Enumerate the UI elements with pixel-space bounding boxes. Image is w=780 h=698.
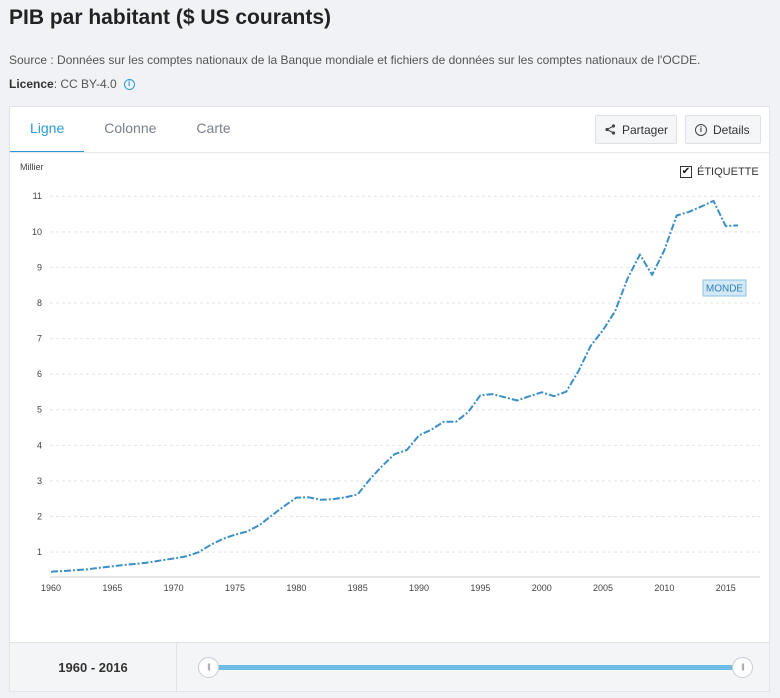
time-range-footer: 1960 - 2016 ||| |||: [10, 642, 769, 692]
y-tick-label: 11: [33, 191, 42, 201]
series-label-box: [702, 279, 747, 297]
chart-type-tabs: Ligne Colonne Carte: [10, 107, 251, 153]
label-toggle[interactable]: ✔ ÉTIQUETTE: [680, 166, 759, 178]
share-icon: [605, 124, 616, 135]
y-tick-label: 5: [37, 405, 42, 415]
details-label: Details: [713, 122, 750, 137]
x-tick-label: 1965: [102, 583, 122, 593]
license-label: Licence: [9, 77, 54, 91]
x-tick-label: 1970: [164, 583, 184, 593]
y-tick-label: 8: [37, 298, 42, 308]
x-tick-label: 2005: [593, 583, 613, 593]
x-tick-label: 1960: [41, 583, 61, 593]
line-chart: Millier 1 2 3 4 5 6 7 8 9 10 11 1960 1965 1970 1975 1980…: [20, 162, 760, 593]
x-tick-label: 1975: [225, 583, 245, 593]
label-checkbox[interactable]: ✔: [680, 166, 692, 178]
y-tick-label: 10: [32, 227, 42, 237]
x-tick-label: 2000: [532, 583, 552, 593]
tab-ligne[interactable]: Ligne: [10, 107, 85, 153]
slider-handle-end[interactable]: |||: [732, 657, 753, 678]
y-tick-label: 3: [37, 476, 42, 486]
y-tick-label: 9: [37, 262, 42, 272]
y-tick-label: 7: [37, 334, 42, 344]
details-info-icon: i: [695, 123, 707, 136]
year-range-label: 1960 - 2016: [10, 643, 177, 692]
source-text: Source : Données sur les comptes nationa…: [9, 53, 701, 67]
x-tick-label: 2015: [716, 583, 736, 593]
details-button[interactable]: i Details: [685, 115, 761, 144]
share-label: Partager: [622, 122, 669, 137]
chart-card: Ligne Colonne Carte Partager i Details M…: [9, 106, 770, 692]
tab-divider: [10, 152, 769, 153]
year-slider-track[interactable]: [207, 665, 744, 670]
x-tick-label: 1985: [348, 583, 368, 593]
series-label-monde: MONDE: [706, 284, 744, 295]
share-button[interactable]: Partager: [595, 115, 677, 144]
page-title: PIB par habitant ($ US courants): [9, 6, 332, 29]
tab-carte[interactable]: Carte: [196, 120, 231, 136]
y-tick-label: 2: [37, 512, 42, 522]
x-tick-label: 2010: [654, 583, 674, 593]
x-tick-label: 1980: [286, 583, 306, 593]
series-line-monde: [50, 199, 739, 573]
x-tick-label: 1990: [409, 583, 429, 593]
y-tick-label: 6: [37, 369, 42, 379]
slider-handle-start[interactable]: |||: [198, 657, 219, 678]
label-toggle-text: ÉTIQUETTE: [697, 166, 759, 178]
license-line: Licence : CC BY-4.0 i: [9, 77, 135, 91]
x-tick-label: 1995: [470, 583, 490, 593]
info-icon[interactable]: i: [123, 78, 135, 90]
y-tick-label: 4: [37, 440, 42, 450]
y-tick-label: 1: [37, 547, 42, 557]
y-unit-label: Millier: [20, 162, 44, 172]
license-value: : CC BY-4.0: [53, 77, 117, 91]
tab-colonne[interactable]: Colonne: [104, 120, 157, 136]
